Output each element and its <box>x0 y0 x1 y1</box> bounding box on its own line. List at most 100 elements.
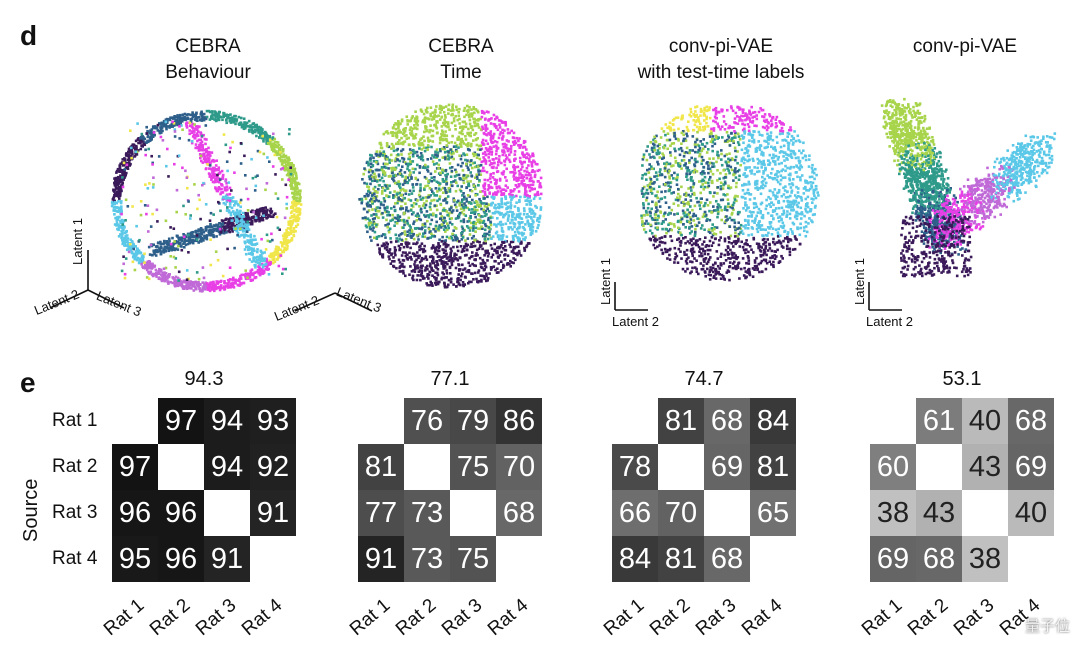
scatter-point <box>291 187 295 191</box>
scatter-point <box>277 246 280 249</box>
scatter-point <box>488 163 492 167</box>
scatter-point <box>407 179 411 182</box>
scatter-point <box>466 144 469 148</box>
scatter-point <box>515 252 519 255</box>
scatter-point <box>418 205 421 208</box>
scatter-point <box>462 208 466 212</box>
scatter-point <box>266 134 269 138</box>
scatter-point <box>509 259 512 263</box>
scatter-point <box>121 232 124 236</box>
scatter-point <box>503 258 507 261</box>
scatter-point <box>510 198 513 201</box>
scatter-point <box>495 170 499 174</box>
scatter-point <box>279 248 282 251</box>
scatter-point <box>262 152 266 156</box>
scatter-point <box>179 244 182 248</box>
scatter-point <box>471 198 474 202</box>
scatter-point <box>461 194 464 197</box>
scatter-point <box>396 192 399 196</box>
scatter-point <box>386 213 389 217</box>
scatter-point <box>538 216 542 220</box>
scatter-point <box>212 235 216 239</box>
scatter-point <box>414 176 417 180</box>
scatter-point <box>470 142 473 146</box>
scatter-point <box>426 273 429 276</box>
scatter-point <box>479 117 482 121</box>
scatter-point <box>529 183 532 187</box>
scatter-point <box>513 178 516 181</box>
scatter-point <box>364 224 368 227</box>
scatter-point <box>392 179 396 183</box>
scatter-point <box>423 222 427 225</box>
scatter-point <box>466 243 470 247</box>
scatter-point <box>406 222 409 225</box>
scatter-point <box>299 196 302 199</box>
scatter-point <box>421 143 425 147</box>
scatter-point <box>227 218 231 221</box>
scatter-point <box>427 215 431 219</box>
scatter-point <box>398 266 401 270</box>
scatter-point <box>438 183 441 187</box>
scatter-point <box>140 132 144 136</box>
scatter-point <box>379 252 382 256</box>
scatter-point <box>428 283 431 287</box>
scatter-point <box>407 193 411 196</box>
scatter-point <box>190 140 194 143</box>
scatter-point <box>421 226 424 229</box>
scatter-point <box>365 202 369 206</box>
scatter-point <box>276 250 279 254</box>
scatter-point <box>123 158 127 161</box>
scatter-point <box>506 186 509 189</box>
scatter-point <box>461 161 464 165</box>
scatter-point <box>489 150 492 153</box>
scatter-point <box>228 201 232 205</box>
scatter-point <box>166 242 169 246</box>
scatter-point <box>288 164 291 167</box>
scatter-point <box>521 165 524 169</box>
scatter-point <box>474 118 478 122</box>
scatter-point <box>478 256 482 260</box>
scatter-point <box>158 276 161 279</box>
scatter-point <box>414 167 417 171</box>
scatter-point <box>127 147 131 151</box>
scatter-point <box>284 267 287 271</box>
scatter-point <box>488 118 492 121</box>
scatter-point <box>123 176 126 179</box>
scatter-point <box>464 242 468 246</box>
scatter-point <box>426 237 429 240</box>
scatter-point <box>152 272 155 276</box>
scatter-point <box>261 264 265 267</box>
scatter-point <box>442 272 445 276</box>
scatter-point <box>182 242 185 245</box>
scatter-point <box>474 230 477 233</box>
scatter-point <box>236 233 239 237</box>
scatter-point <box>495 125 498 128</box>
scatter-point <box>435 252 439 256</box>
scatter-point <box>144 148 147 152</box>
scatter-point <box>518 199 521 202</box>
scatter-point <box>413 254 416 258</box>
scatter-point <box>514 218 517 221</box>
scatter-point <box>266 208 269 212</box>
scatter-point <box>488 133 492 136</box>
scatter-point <box>426 136 430 140</box>
scatter-point <box>512 164 516 167</box>
scatter-point <box>384 166 388 170</box>
scatter-point <box>258 270 261 274</box>
scatter-point <box>188 129 191 132</box>
scatter-point <box>179 241 182 245</box>
scatter-point <box>293 195 296 198</box>
scatter-point <box>487 147 491 151</box>
scatter-point <box>403 129 407 133</box>
scatter-point <box>482 209 486 213</box>
scatter-point <box>258 128 262 132</box>
scatter-point <box>427 277 430 280</box>
scatter-point <box>414 265 417 269</box>
scatter-point <box>209 234 213 237</box>
scatter-point <box>409 226 412 229</box>
scatter-point <box>270 137 273 140</box>
scatter-point <box>112 196 115 200</box>
scatter-point <box>276 144 279 147</box>
scatter-point <box>228 227 232 231</box>
scatter-point <box>479 128 483 131</box>
